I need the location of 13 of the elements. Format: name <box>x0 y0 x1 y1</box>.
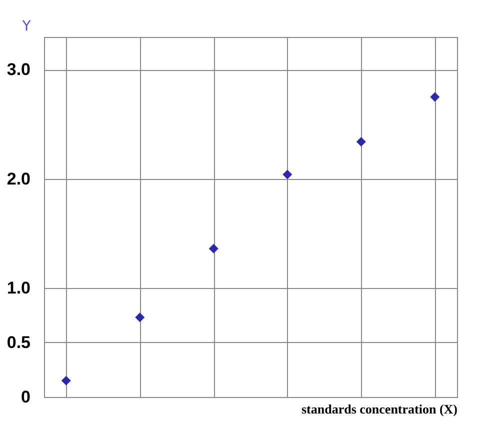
y-tick-label: 2.0 <box>6 169 30 188</box>
x-axis-title: standards concentration (X) <box>302 402 458 416</box>
y-tick-label: 3.0 <box>6 60 30 80</box>
point <box>208 244 218 254</box>
y-tick-label: 0 <box>21 388 30 406</box>
point <box>135 312 145 322</box>
point <box>282 170 292 180</box>
point <box>356 136 366 146</box>
y-axis-title: Y <box>21 18 32 34</box>
point <box>430 92 440 102</box>
y-tick-label: 0.5 <box>6 332 30 352</box>
y-tick-label: 1.0 <box>6 278 30 298</box>
point <box>61 376 71 386</box>
